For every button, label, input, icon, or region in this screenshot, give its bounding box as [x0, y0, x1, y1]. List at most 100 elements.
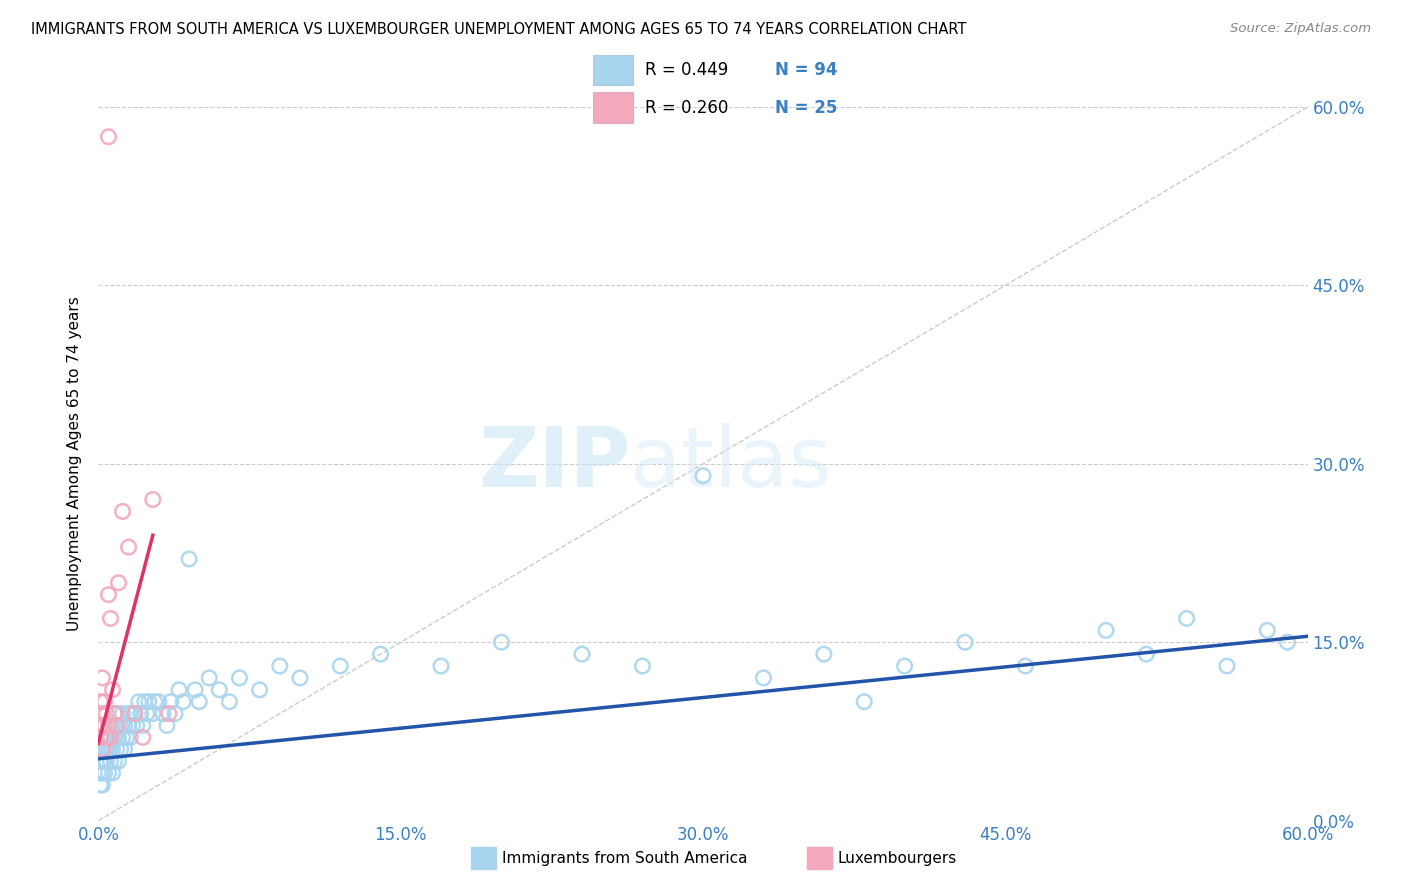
Text: Luxembourgers: Luxembourgers: [838, 851, 957, 865]
Point: [96, 754, 118, 768]
Point: [100, 742, 122, 756]
Point: [97, 129, 120, 144]
Point: [1175, 611, 1198, 625]
Point: [89, 731, 111, 745]
Point: [107, 754, 129, 768]
Point: [107, 731, 129, 745]
Point: [813, 647, 835, 661]
Point: [89, 695, 111, 709]
Point: [132, 718, 155, 732]
Point: [208, 682, 231, 697]
Point: [93, 754, 115, 768]
Point: [91, 766, 114, 780]
Point: [103, 754, 125, 768]
Point: [103, 706, 125, 721]
Point: [228, 671, 250, 685]
Point: [96, 731, 118, 745]
Point: [100, 731, 122, 745]
Point: [101, 766, 124, 780]
Point: [114, 742, 136, 756]
Point: [148, 695, 170, 709]
Point: [103, 731, 125, 745]
Point: [120, 731, 142, 745]
Point: [631, 659, 654, 673]
Point: [110, 742, 132, 756]
Point: [93, 718, 115, 732]
Point: [89, 718, 111, 732]
Point: [167, 682, 190, 697]
Point: [157, 706, 180, 721]
Point: [89, 731, 111, 745]
Point: [163, 706, 186, 721]
Point: [134, 695, 156, 709]
Text: N = 25: N = 25: [775, 99, 838, 117]
Point: [93, 766, 115, 780]
Text: N = 94: N = 94: [775, 61, 838, 78]
Point: [97, 731, 120, 745]
Y-axis label: Unemployment Among Ages 65 to 74 years: Unemployment Among Ages 65 to 74 years: [67, 296, 83, 632]
Point: [100, 611, 122, 625]
Point: [110, 718, 132, 732]
Point: [430, 659, 453, 673]
Point: [179, 552, 201, 566]
Point: [249, 682, 271, 697]
Point: [1277, 635, 1299, 649]
Text: R = 0.260: R = 0.260: [645, 99, 728, 117]
Point: [135, 706, 157, 721]
Point: [124, 706, 146, 721]
Point: [96, 731, 118, 745]
Point: [89, 766, 111, 780]
Point: [107, 706, 129, 721]
Point: [97, 588, 120, 602]
Point: [752, 671, 775, 685]
Point: [111, 706, 134, 721]
Point: [105, 718, 128, 732]
Point: [89, 778, 111, 792]
Point: [125, 718, 148, 732]
Point: [101, 742, 124, 756]
Point: [111, 731, 134, 745]
Point: [198, 671, 221, 685]
Point: [121, 718, 143, 732]
Point: [114, 718, 136, 732]
Point: [370, 647, 392, 661]
Point: [172, 695, 194, 709]
Point: [128, 695, 150, 709]
Point: [188, 695, 211, 709]
Point: [1014, 659, 1036, 673]
Point: [269, 659, 291, 673]
FancyBboxPatch shape: [593, 93, 633, 123]
Point: [91, 742, 114, 756]
Text: IMMIGRANTS FROM SOUTH AMERICA VS LUXEMBOURGER UNEMPLOYMENT AMONG AGES 65 TO 74 Y: IMMIGRANTS FROM SOUTH AMERICA VS LUXEMBO…: [31, 22, 966, 37]
Point: [184, 682, 207, 697]
Point: [89, 718, 111, 732]
Point: [91, 754, 114, 768]
Point: [97, 718, 120, 732]
Point: [93, 731, 115, 745]
Point: [91, 706, 114, 721]
Text: R = 0.449: R = 0.449: [645, 61, 728, 78]
Point: [152, 706, 174, 721]
Point: [1135, 647, 1157, 661]
Point: [105, 742, 128, 756]
Point: [124, 706, 146, 721]
Point: [100, 754, 122, 768]
Point: [107, 575, 129, 590]
Point: [142, 706, 165, 721]
Point: [89, 754, 111, 768]
Point: [115, 731, 138, 745]
Point: [118, 718, 141, 732]
Point: [120, 706, 142, 721]
Point: [91, 742, 114, 756]
Point: [893, 659, 915, 673]
Point: [96, 706, 118, 721]
Point: [97, 742, 120, 756]
Point: [218, 695, 240, 709]
Point: [853, 695, 876, 709]
Point: [105, 718, 128, 732]
Point: [288, 671, 311, 685]
Point: [89, 742, 111, 756]
Point: [101, 682, 124, 697]
Point: [160, 695, 183, 709]
Point: [571, 647, 593, 661]
